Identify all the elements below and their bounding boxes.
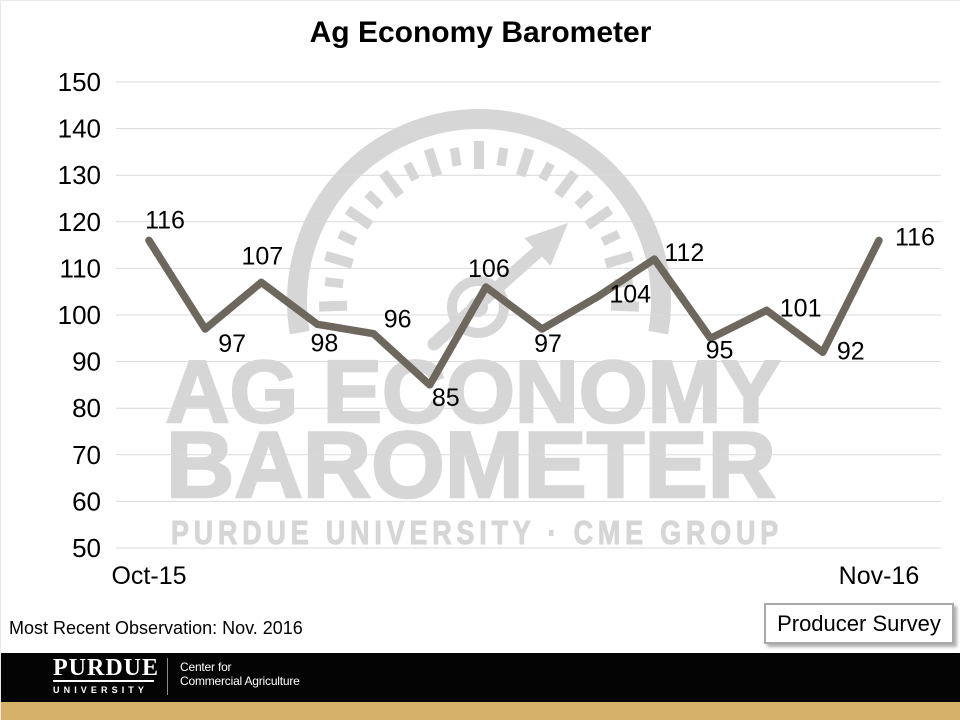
gauge-tick — [324, 251, 354, 269]
data-point-label: 112 — [664, 239, 704, 267]
data-point-label: 95 — [706, 336, 734, 364]
footer-divider — [167, 658, 168, 695]
svg-text:100: 100 — [58, 300, 101, 330]
gauge-tick — [538, 161, 555, 182]
gauge-needle-arrowhead — [524, 223, 568, 266]
data-point-label: 101 — [780, 294, 822, 322]
data-point-label: 104 — [609, 280, 651, 308]
purdue-wordmark: PURDUE — [53, 655, 159, 681]
gold-accent-bar — [1, 702, 960, 720]
data-labels: 116 97 107 98 96 85 106 97 104 112 95 101 92 116 — [145, 206, 935, 411]
data-point-label: 107 — [241, 242, 283, 270]
gauge-tick — [610, 300, 640, 312]
gauge-tick — [600, 229, 621, 246]
gauge-tick — [554, 169, 579, 199]
data-point-label: 106 — [468, 255, 510, 283]
x-axis-labels: Oct-15 Nov-16 — [111, 562, 919, 590]
gauge-tick — [584, 205, 614, 230]
gauge-tick — [449, 147, 462, 167]
data-point-label: 97 — [534, 330, 562, 358]
svg-text:60: 60 — [72, 486, 101, 516]
gauge-arc — [287, 109, 671, 335]
data-line — [145, 236, 883, 389]
gauge-tick — [318, 300, 348, 312]
data-point-label: 85 — [432, 384, 460, 412]
gauge-tick — [403, 161, 420, 182]
center-line-2: Commercial Agriculture — [180, 674, 300, 688]
data-point-label: 98 — [311, 329, 339, 357]
svg-text:90: 90 — [72, 347, 101, 377]
gauge-tick — [604, 251, 634, 269]
watermark-line: AG ECONOMY — [166, 342, 781, 441]
logo-underline — [53, 680, 154, 682]
y-axis-labels: 150 140 130 120 110 100 90 80 70 60 50 — [58, 67, 101, 563]
svg-text:70: 70 — [72, 440, 101, 470]
svg-text:Oct-15: Oct-15 — [111, 562, 186, 590]
gauge-tick — [379, 169, 404, 199]
center-for-commercial-agriculture: Center for Commercial Agriculture — [180, 660, 300, 688]
svg-text:80: 80 — [72, 393, 101, 423]
grid-lines — [116, 81, 941, 549]
gauge-tick — [364, 190, 384, 210]
gauge-tick — [574, 190, 594, 210]
svg-text:140: 140 — [58, 114, 101, 144]
svg-text:50: 50 — [72, 533, 101, 563]
data-point-label: 96 — [384, 306, 412, 334]
svg-text:110: 110 — [60, 253, 101, 283]
watermark-line: PURDUE UNIVERSITY · CME GROUP — [171, 514, 783, 551]
recent-observation-note: Most Recent Observation: Nov. 2016 — [9, 618, 303, 638]
footer-bar: PURDUE UNIVERSITY Center for Commercial … — [1, 653, 960, 702]
svg-text:Nov-16: Nov-16 — [839, 562, 920, 590]
chart-title: Ag Economy Barometer — [309, 16, 652, 49]
svg-text:120: 120 — [58, 207, 101, 237]
purdue-university-label: UNIVERSITY — [53, 685, 149, 695]
gauge-tick — [515, 147, 535, 178]
data-point-label: 97 — [218, 330, 246, 358]
svg-text:150: 150 — [58, 67, 101, 97]
gauge-hub-ring — [447, 276, 509, 338]
center-line-1: Center for — [180, 660, 232, 674]
gauge-tick — [496, 147, 509, 167]
data-point-label: 116 — [895, 223, 935, 251]
gauge-tick — [337, 229, 358, 246]
purdue-logo: PURDUE UNIVERSITY — [53, 655, 163, 695]
data-point-label: 92 — [837, 337, 865, 365]
watermark-line: BAROMETER — [166, 412, 776, 517]
gauge-tick — [344, 205, 374, 230]
svg-text:130: 130 — [58, 160, 101, 190]
producer-survey-button[interactable]: Producer Survey — [764, 603, 954, 644]
barometer-gauge-watermark-icon — [287, 109, 671, 351]
data-point-label: 116 — [145, 206, 185, 234]
gauge-tick — [324, 277, 344, 289]
gauge-needle — [427, 241, 549, 351]
gauge-tick — [423, 147, 443, 178]
